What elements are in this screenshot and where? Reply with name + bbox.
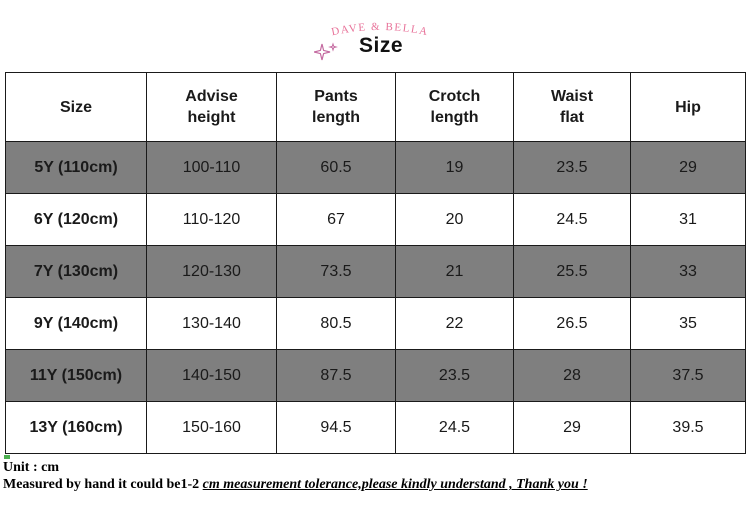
- header-crotch-length: Crotch length: [395, 72, 514, 142]
- waist-flat-cell: 23.5: [513, 141, 631, 194]
- header-waist-flat: Waist flat: [513, 72, 631, 142]
- size-cell: 5Y (110cm): [5, 141, 147, 194]
- size-cell: 13Y (160cm): [5, 401, 147, 454]
- height-cell: 120-130: [146, 245, 277, 298]
- header-advise-height: Advise height: [146, 72, 277, 142]
- hip-cell: 33: [630, 245, 746, 298]
- crotch-length-cell: 19: [395, 141, 514, 194]
- height-cell: 140-150: [146, 349, 277, 402]
- crotch-length-cell: 21: [395, 245, 514, 298]
- crotch-length-cell: 22: [395, 297, 514, 350]
- brand-logo: DAVE & BELLA: [300, 18, 460, 40]
- svg-text:DAVE & BELLA: DAVE & BELLA: [330, 21, 429, 38]
- header-size: Size: [5, 72, 147, 142]
- brand-name: DAVE & BELLA: [330, 21, 428, 38]
- measurement-note-prefix: Measured by hand it could be1-2: [3, 477, 203, 492]
- header-hip: Hip: [630, 72, 746, 142]
- table-row: 6Y (120cm) 110-120 67 20 24.5 31: [5, 193, 746, 246]
- height-cell: 130-140: [146, 297, 277, 350]
- table-row: 5Y (110cm) 100-110 60.5 19 23.5 29: [5, 141, 746, 194]
- waist-flat-cell: 28: [513, 349, 631, 402]
- crotch-length-cell: 20: [395, 193, 514, 246]
- hip-cell: 39.5: [630, 401, 746, 454]
- measurement-note-emphasis: cm measurement tolerance,please kindly u…: [202, 477, 588, 492]
- waist-flat-cell: 24.5: [513, 193, 631, 246]
- height-cell: 100-110: [146, 141, 277, 194]
- hip-cell: 31: [630, 193, 746, 246]
- pants-length-cell: 67: [276, 193, 396, 246]
- table-row: 9Y (140cm) 130-140 80.5 22 26.5 35: [5, 297, 746, 350]
- waist-flat-cell: 26.5: [513, 297, 631, 350]
- table-row: 11Y (150cm) 140-150 87.5 23.5 28 37.5: [5, 349, 746, 402]
- size-chart-table: Size Advise height Pants length Crotch leng…: [5, 72, 746, 454]
- size-cell: 7Y (130cm): [5, 245, 147, 298]
- header-pants-length: Pants length: [276, 72, 396, 142]
- size-cell: 9Y (140cm): [5, 297, 147, 350]
- height-cell: 150-160: [146, 401, 277, 454]
- brand-logo-arc: DAVE & BELLA: [330, 21, 429, 38]
- size-cell: 11Y (150cm): [5, 349, 147, 402]
- pants-length-cell: 94.5: [276, 401, 396, 454]
- height-cell: 110-120: [146, 193, 277, 246]
- size-cell: 6Y (120cm): [5, 193, 147, 246]
- unit-note: Unit : cm: [3, 460, 59, 475]
- table-header-row: Size Advise height Pants length Crotch leng…: [5, 72, 746, 142]
- waist-flat-cell: 29: [513, 401, 631, 454]
- page-title: Size: [358, 34, 404, 57]
- measurement-note: Measured by hand it could be1-2 cm measu…: [3, 477, 588, 493]
- hip-cell: 35: [630, 297, 746, 350]
- crotch-length-cell: 23.5: [395, 349, 514, 402]
- title-area: Size: [300, 34, 460, 62]
- pants-length-cell: 80.5: [276, 297, 396, 350]
- table-row: 13Y (160cm) 150-160 94.5 24.5 29 39.5: [5, 401, 746, 454]
- crotch-length-cell: 24.5: [395, 401, 514, 454]
- pants-length-cell: 60.5: [276, 141, 396, 194]
- corner-marker: [4, 455, 10, 459]
- waist-flat-cell: 25.5: [513, 245, 631, 298]
- hip-cell: 29: [630, 141, 746, 194]
- table-row: 7Y (130cm) 120-130 73.5 21 25.5 33: [5, 245, 746, 298]
- pants-length-cell: 73.5: [276, 245, 396, 298]
- hip-cell: 37.5: [630, 349, 746, 402]
- sparkle-icon: [314, 42, 338, 61]
- pants-length-cell: 87.5: [276, 349, 396, 402]
